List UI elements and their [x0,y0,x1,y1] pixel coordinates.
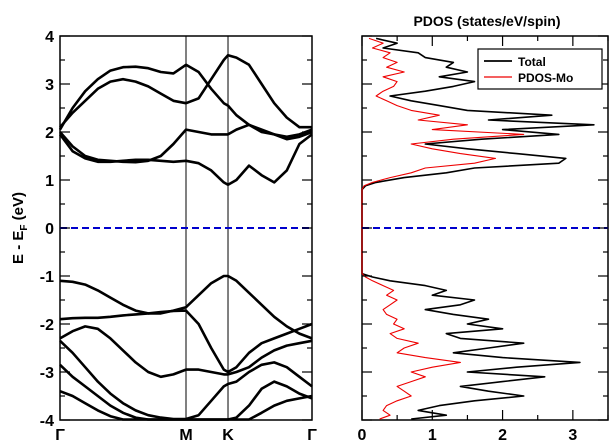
pdos-x-tick-label-2: 1 [428,427,437,443]
pdos-panel: 0 1 2 3 PDOS (states/eV/spin) Total PDOS-Mo [358,13,609,443]
band-y-tick-label-4: -1 [40,269,54,286]
legend-box [477,48,603,90]
pdos-legend: Total PDOS-Mo [477,48,603,90]
pdos-ticks [361,35,609,421]
band-line-6 [59,309,313,374]
k-label-2: M [179,427,192,443]
k-label-3: K [222,427,234,443]
band-line-10 [59,389,313,421]
band-line-8 [59,339,313,421]
band-y-ticks [60,35,312,421]
band-y-tick-label-8: 3 [45,77,54,94]
band-line-2 [59,53,312,129]
pdos-x-tick-label-1: 0 [358,427,367,443]
band-y-tick-label-9: 4 [45,29,54,46]
band-y-axis-label: E - EF (eV) [10,192,30,264]
band-y-tick-label-1: -4 [40,413,54,430]
pdos-x-tick-label-3: 2 [498,427,507,443]
band-lines [58,53,313,421]
band-line-4 [58,133,313,187]
k-label-1: Γ [55,427,65,443]
pdos-x-tick-labels: 0 1 2 3 [358,427,578,443]
band-line-7 [59,325,313,379]
band-y-tick-label-7: 2 [45,125,54,142]
band-line-5 [59,274,313,340]
band-y-tick-labels: -4 -3 -2 -1 0 1 2 3 4 [40,29,54,430]
k-label-4: Γ [307,427,317,443]
band-y-tick-label-2: -3 [40,365,54,382]
band-y-tick-label-6: 1 [45,173,54,190]
band-structure-panel: -4 -3 -2 -1 0 1 2 3 4 Γ M K Γ E - EF (eV) [10,29,317,443]
pdos-x-tick-label-4: 3 [568,427,577,443]
band-y-tick-label-3: -2 [40,317,54,334]
pdos-lines [361,37,595,420]
pdos-line-pdos-mo [361,37,525,420]
band-line-3 [59,123,313,164]
legend-label-total: Total [518,55,546,69]
legend-label-pdos-mo: PDOS-Mo [518,71,573,85]
pdos-title: PDOS (states/eV/spin) [413,13,560,29]
band-y-tick-label-5: 0 [45,221,54,238]
